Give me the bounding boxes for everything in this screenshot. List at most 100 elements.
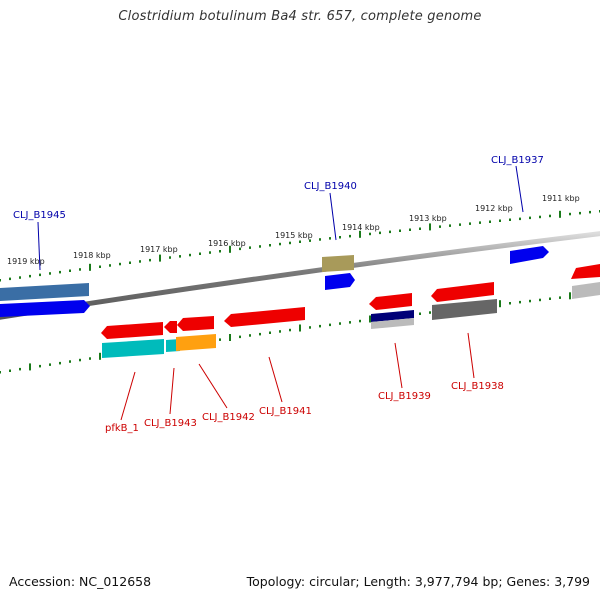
gene-feature-clj-b1939[interactable] bbox=[369, 293, 412, 310]
gene-label-clj-b1937[interactable]: CLJ_B1937 bbox=[491, 155, 544, 166]
major-tick bbox=[299, 324, 301, 332]
scale-label: 1915 kbp bbox=[275, 231, 313, 240]
minor-tick bbox=[79, 268, 81, 271]
minor-tick bbox=[339, 236, 341, 239]
minor-tick bbox=[19, 367, 21, 371]
minor-tick bbox=[529, 216, 531, 220]
gene-label-clj-b1945[interactable]: CLJ_B1945 bbox=[13, 210, 66, 221]
minor-tick bbox=[289, 241, 291, 245]
gene-label-pfkb-1[interactable]: pfkB_1 bbox=[105, 423, 139, 434]
minor-tick bbox=[49, 363, 51, 366]
gene-feature[interactable] bbox=[432, 299, 497, 320]
minor-tick bbox=[419, 312, 421, 315]
major-tick bbox=[99, 352, 101, 360]
minor-tick bbox=[179, 255, 181, 258]
genome-backbone bbox=[0, 231, 600, 320]
minor-tick bbox=[299, 240, 301, 243]
label-leaders bbox=[37, 165, 524, 421]
minor-tick bbox=[59, 361, 61, 365]
gene-feature-clj-b1940[interactable] bbox=[322, 255, 354, 272]
gene-label-clj-b1942[interactable]: CLJ_B1942 bbox=[202, 412, 255, 423]
minor-tick bbox=[509, 218, 511, 221]
minor-tick bbox=[449, 224, 451, 227]
gene-feature[interactable] bbox=[325, 273, 355, 290]
minor-tick bbox=[169, 256, 171, 259]
minor-tick bbox=[139, 260, 141, 263]
gene-feature-clj-b1942[interactable] bbox=[177, 316, 214, 331]
minor-tick bbox=[0, 279, 1, 282]
gene-feature[interactable] bbox=[176, 334, 216, 351]
gene-feature-clj-b1945[interactable] bbox=[0, 283, 89, 301]
minor-tick bbox=[29, 274, 31, 278]
scale-label: 1912 kbp bbox=[475, 204, 513, 213]
minor-tick bbox=[39, 273, 41, 277]
minor-tick bbox=[579, 211, 581, 215]
minor-tick bbox=[519, 300, 521, 304]
minor-tick bbox=[569, 212, 571, 216]
gene-label-clj-b1939[interactable]: CLJ_B1939 bbox=[378, 391, 431, 402]
gene-feature[interactable] bbox=[102, 339, 164, 358]
minor-tick bbox=[529, 299, 531, 303]
accession-text: Accession: NC_012658 bbox=[9, 574, 152, 589]
gene-feature[interactable] bbox=[0, 300, 90, 317]
gene-label-clj-b1941[interactable]: CLJ_B1941 bbox=[259, 406, 312, 417]
gene-feature[interactable] bbox=[371, 318, 414, 329]
minor-tick bbox=[519, 217, 521, 221]
major-tick bbox=[229, 245, 231, 253]
minor-tick bbox=[69, 360, 71, 363]
major-tick bbox=[369, 315, 371, 323]
minor-tick bbox=[99, 265, 101, 268]
gene-feature-pfkb-1[interactable] bbox=[101, 322, 163, 339]
minor-tick bbox=[79, 358, 81, 362]
minor-tick bbox=[369, 232, 371, 236]
scale-label: 1911 kbp bbox=[542, 194, 580, 203]
gene-feature-clj-b1938[interactable] bbox=[431, 282, 494, 302]
minor-tick bbox=[499, 219, 501, 222]
scale-label: 1916 kbp bbox=[208, 239, 246, 248]
scale-label: 1917 kbp bbox=[140, 245, 178, 254]
gene-feature[interactable] bbox=[572, 282, 600, 299]
scale-label: 1914 kbp bbox=[342, 223, 380, 232]
outer-strand-features bbox=[0, 246, 600, 317]
minor-tick bbox=[109, 264, 111, 267]
minor-tick bbox=[239, 247, 241, 251]
minor-tick bbox=[429, 311, 431, 314]
major-tick bbox=[359, 230, 361, 238]
minor-tick bbox=[319, 324, 321, 328]
minor-tick bbox=[309, 326, 311, 329]
minor-tick bbox=[349, 321, 351, 324]
inner-strand-features bbox=[101, 282, 600, 358]
minor-tick bbox=[0, 371, 1, 374]
scale-label: 1918 kbp bbox=[73, 251, 111, 260]
minor-tick bbox=[69, 269, 71, 272]
gene-label-clj-b1940[interactable]: CLJ_B1940 bbox=[304, 181, 357, 192]
gene-feature-clj-b1941[interactable] bbox=[224, 307, 305, 327]
gene-feature-clj-b1943[interactable] bbox=[164, 321, 177, 333]
minor-tick bbox=[189, 253, 191, 257]
minor-tick bbox=[389, 230, 391, 234]
gene-feature-clj-b1937[interactable] bbox=[510, 246, 549, 264]
minor-tick bbox=[399, 229, 401, 232]
map-title: Clostridium botulinum Ba4 str. 657, comp… bbox=[118, 9, 482, 24]
major-tick bbox=[559, 210, 561, 218]
minor-tick bbox=[459, 223, 461, 226]
major-tick bbox=[159, 254, 161, 262]
minor-tick bbox=[439, 225, 441, 228]
minor-tick bbox=[539, 215, 541, 219]
scale-label: 1919 kbp bbox=[7, 257, 45, 266]
minor-tick bbox=[9, 277, 11, 281]
minor-tick bbox=[9, 369, 11, 372]
minor-tick bbox=[249, 334, 251, 337]
minor-tick bbox=[409, 228, 411, 231]
gene-feature[interactable] bbox=[571, 264, 600, 279]
scale-ticks-outer bbox=[0, 210, 600, 282]
minor-tick bbox=[19, 276, 21, 279]
minor-tick bbox=[319, 238, 321, 241]
gene-label-clj-b1938[interactable]: CLJ_B1938 bbox=[451, 381, 504, 392]
minor-tick bbox=[359, 319, 361, 323]
minor-tick bbox=[119, 262, 121, 266]
gene-label-clj-b1943[interactable]: CLJ_B1943 bbox=[144, 418, 197, 429]
minor-tick bbox=[549, 214, 551, 218]
minor-tick bbox=[339, 322, 341, 325]
